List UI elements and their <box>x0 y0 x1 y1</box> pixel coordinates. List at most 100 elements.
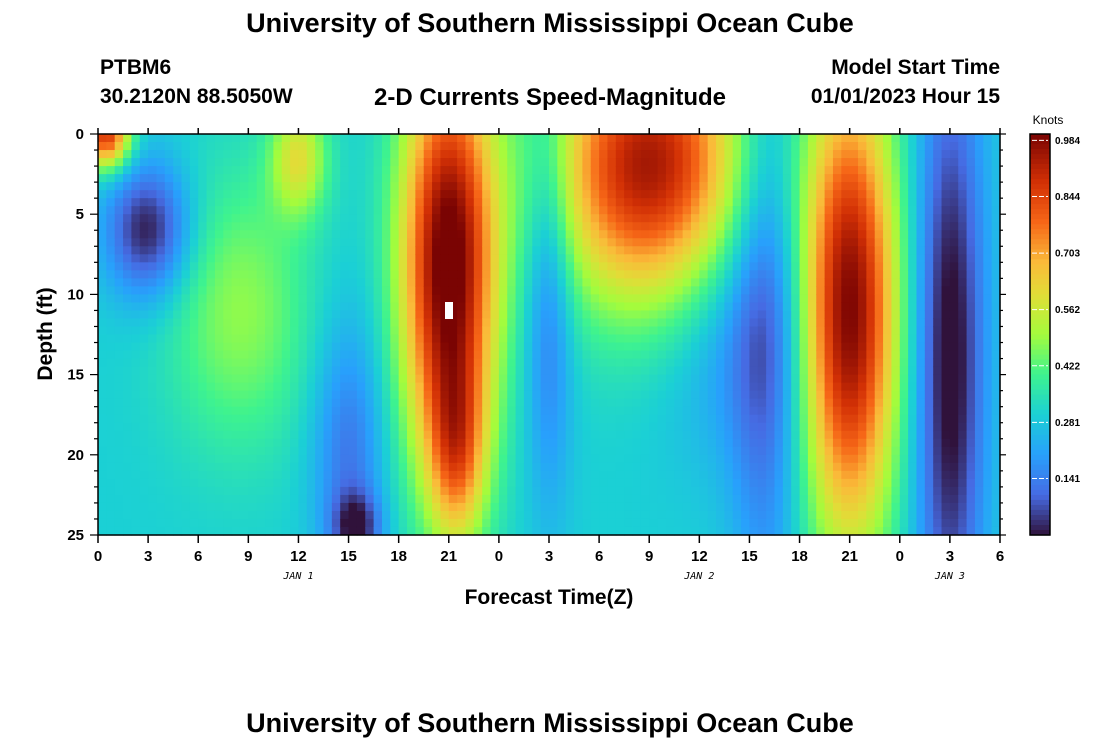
heatmap-cell <box>340 190 350 199</box>
heatmap-cell <box>849 166 859 175</box>
heatmap-cell <box>239 510 249 520</box>
heatmap-cell <box>148 198 158 207</box>
heatmap-cell <box>390 182 400 191</box>
heatmap-cell <box>156 270 166 279</box>
heatmap-cell <box>749 270 759 279</box>
heatmap-cell <box>398 374 408 384</box>
heatmap-cell <box>724 430 734 440</box>
heatmap-cell <box>766 470 776 480</box>
heatmap-cell <box>883 366 893 376</box>
heatmap-cell <box>657 494 667 504</box>
heatmap-cell <box>724 206 734 215</box>
heatmap-cell <box>239 494 249 504</box>
heatmap-cell <box>799 486 809 496</box>
heatmap-cell <box>265 294 274 304</box>
heatmap-cell <box>624 230 634 239</box>
heatmap-cell <box>899 510 909 520</box>
heatmap-cell <box>891 390 901 400</box>
heatmap-cell <box>657 470 667 480</box>
heatmap-cell <box>716 166 725 175</box>
heatmap-cell <box>223 342 233 352</box>
heatmap-cell <box>899 350 909 360</box>
heatmap-cell <box>849 518 859 528</box>
heatmap-cell <box>181 286 191 295</box>
main-title: University of Southern Mississippi Ocean… <box>246 8 854 38</box>
heatmap-cell <box>716 406 725 416</box>
heatmap-cell <box>557 406 567 416</box>
heatmap-cell <box>732 246 742 255</box>
heatmap-cell <box>849 454 859 464</box>
heatmap-cell <box>557 286 567 295</box>
heatmap-cell <box>749 206 759 215</box>
heatmap-cell <box>273 358 283 368</box>
heatmap-cell <box>724 446 734 456</box>
heatmap-cell <box>398 462 408 472</box>
heatmap-cell <box>106 270 116 279</box>
heatmap-cell <box>699 278 709 287</box>
heatmap-cell <box>181 422 191 432</box>
heatmap-cell <box>891 150 901 159</box>
heatmap-cell <box>139 446 149 456</box>
heatmap-cell <box>398 246 408 255</box>
heatmap-cell <box>632 398 642 408</box>
heatmap-cell <box>181 158 191 167</box>
heatmap-cell <box>148 166 158 175</box>
heatmap-cell <box>248 270 258 279</box>
heatmap-cell <box>615 470 625 480</box>
heatmap-cell <box>716 502 725 512</box>
heatmap-cell <box>607 166 617 175</box>
heatmap-cell <box>824 278 834 287</box>
heatmap-cell <box>448 174 458 183</box>
heatmap-cell <box>114 518 124 528</box>
heatmap-cell <box>858 222 867 231</box>
heatmap-cell <box>106 310 116 320</box>
heatmap-cell <box>883 406 893 416</box>
heatmap-cell <box>114 478 124 488</box>
heatmap-cell <box>866 358 876 368</box>
heatmap-cell <box>139 294 149 304</box>
heatmap-cell <box>407 526 416 536</box>
heatmap-cell <box>156 326 166 336</box>
heatmap-cell <box>707 238 717 247</box>
heatmap-cell <box>908 318 918 328</box>
heatmap-cell <box>841 134 851 143</box>
heatmap-cell <box>791 302 801 312</box>
heatmap-cell <box>306 478 316 488</box>
heatmap-cell <box>674 134 684 143</box>
heatmap-cell <box>173 174 183 183</box>
heatmap-cell <box>883 382 893 392</box>
heatmap-cell <box>365 502 375 512</box>
heatmap-cell <box>574 454 584 464</box>
heatmap-cell <box>858 182 867 191</box>
heatmap-cell <box>607 518 617 528</box>
heatmap-cell <box>273 374 283 384</box>
heatmap-cell <box>682 222 692 231</box>
heatmap-cell <box>415 142 425 151</box>
heatmap-cell <box>532 310 542 320</box>
heatmap-cell <box>807 510 817 520</box>
heatmap-cell <box>557 526 567 536</box>
heatmap-cell <box>164 382 174 392</box>
heatmap-cell <box>281 334 291 344</box>
heatmap-cell <box>707 254 717 263</box>
heatmap-cell <box>356 254 366 263</box>
heatmap-cell <box>899 390 909 400</box>
heatmap-cell <box>98 174 107 183</box>
heatmap-cell <box>590 166 600 175</box>
heatmap-cell <box>582 278 592 287</box>
heatmap-cell <box>891 310 901 320</box>
heatmap-cell <box>724 510 734 520</box>
heatmap-cell <box>832 262 842 271</box>
heatmap-cell <box>214 134 224 143</box>
heatmap-cell <box>465 262 475 271</box>
heatmap-cell <box>448 142 458 151</box>
heatmap-cell <box>482 502 492 512</box>
heatmap-cell <box>373 238 383 247</box>
heatmap-cell <box>774 446 784 456</box>
heatmap-cell <box>866 262 876 271</box>
heatmap-cell <box>523 310 533 320</box>
heatmap-cell <box>398 254 408 263</box>
heatmap-cell <box>198 318 208 328</box>
heatmap-cell <box>448 190 458 199</box>
heatmap-cell <box>390 438 400 448</box>
